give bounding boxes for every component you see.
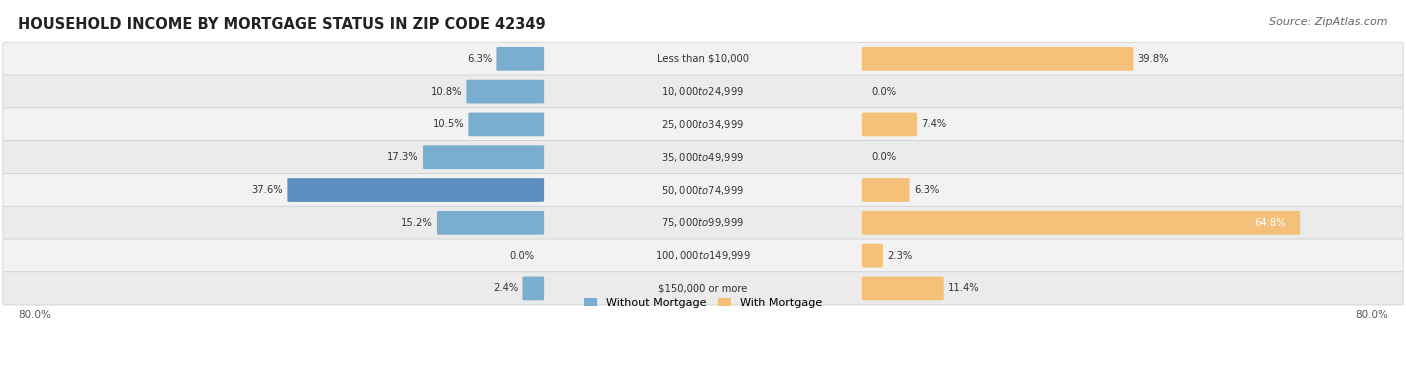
FancyBboxPatch shape [523,276,544,300]
Text: 2.3%: 2.3% [887,251,912,261]
FancyBboxPatch shape [862,244,883,268]
Text: 10.8%: 10.8% [430,87,463,97]
FancyBboxPatch shape [467,80,544,104]
Text: $10,000 to $24,999: $10,000 to $24,999 [661,85,745,98]
FancyBboxPatch shape [862,112,917,136]
Text: $35,000 to $49,999: $35,000 to $49,999 [661,151,745,164]
Text: 17.3%: 17.3% [387,152,419,162]
Text: 0.0%: 0.0% [872,87,897,97]
Text: Less than $10,000: Less than $10,000 [657,54,749,64]
FancyBboxPatch shape [3,173,1403,207]
Text: 6.3%: 6.3% [467,54,492,64]
Text: 37.6%: 37.6% [252,185,283,195]
FancyBboxPatch shape [862,211,1301,235]
FancyBboxPatch shape [437,211,544,235]
Text: $25,000 to $34,999: $25,000 to $34,999 [661,118,745,131]
Text: Source: ZipAtlas.com: Source: ZipAtlas.com [1270,17,1388,27]
Text: 6.3%: 6.3% [914,185,939,195]
Text: 2.4%: 2.4% [494,284,519,293]
Text: 39.8%: 39.8% [1137,54,1168,64]
FancyBboxPatch shape [3,206,1403,239]
Text: HOUSEHOLD INCOME BY MORTGAGE STATUS IN ZIP CODE 42349: HOUSEHOLD INCOME BY MORTGAGE STATUS IN Z… [18,17,546,32]
Text: 15.2%: 15.2% [401,218,433,228]
Text: 11.4%: 11.4% [948,284,980,293]
FancyBboxPatch shape [423,145,544,169]
Text: 80.0%: 80.0% [1355,310,1388,320]
Text: $50,000 to $74,999: $50,000 to $74,999 [661,184,745,196]
Text: 10.5%: 10.5% [433,120,464,129]
FancyBboxPatch shape [287,178,544,202]
FancyBboxPatch shape [3,141,1403,174]
FancyBboxPatch shape [3,108,1403,141]
Text: 0.0%: 0.0% [509,251,534,261]
Text: $75,000 to $99,999: $75,000 to $99,999 [661,216,745,229]
FancyBboxPatch shape [3,239,1403,272]
FancyBboxPatch shape [862,276,943,300]
Text: 64.8%: 64.8% [1254,218,1286,228]
Text: 7.4%: 7.4% [921,120,946,129]
FancyBboxPatch shape [862,178,910,202]
Text: $100,000 to $149,999: $100,000 to $149,999 [655,249,751,262]
Legend: Without Mortgage, With Mortgage: Without Mortgage, With Mortgage [583,297,823,308]
Text: $150,000 or more: $150,000 or more [658,284,748,293]
Text: 80.0%: 80.0% [18,310,51,320]
FancyBboxPatch shape [3,272,1403,305]
FancyBboxPatch shape [3,75,1403,108]
FancyBboxPatch shape [468,112,544,136]
Text: 0.0%: 0.0% [872,152,897,162]
FancyBboxPatch shape [496,47,544,71]
FancyBboxPatch shape [862,47,1133,71]
FancyBboxPatch shape [3,42,1403,75]
